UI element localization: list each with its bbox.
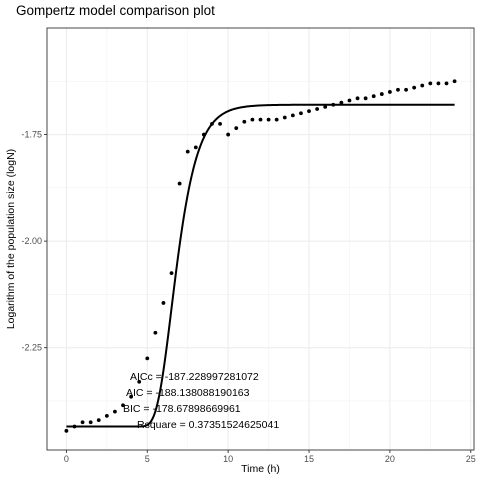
data-point [420,83,425,88]
stat-rsquare: Rsquare = 0.37351524625041 [137,419,279,431]
data-point [226,132,231,137]
data-point [210,122,214,126]
data-point [355,96,360,101]
stat-aic: AIC = -188.138088190163 [126,387,250,399]
data-point [161,301,166,305]
data-point [347,98,352,103]
data-point [315,107,320,111]
data-point [339,100,344,105]
data-point [323,104,328,109]
x-tick-label: 20 [385,454,395,464]
stat-aicc: AICc = -187.228997281072 [130,371,259,383]
data-point [331,102,336,107]
stat-bic: BIC = -178.67898669961 [123,403,241,415]
data-point [80,420,85,425]
data-point [299,111,303,116]
data-point [177,181,182,186]
data-point [104,413,109,418]
fit-statistics: AICc = -187.228997281072 AIC = -188.1380… [123,371,279,431]
data-point [436,81,441,86]
data-point [412,85,417,90]
x-tick-label: 25 [466,454,476,464]
data-point [113,409,117,414]
data-point [153,330,158,335]
grid-minor [47,28,474,450]
data-point [371,94,376,99]
x-axis-label: Time (h) [241,463,280,475]
plot-panel [47,28,474,450]
data-point [129,394,134,399]
data-point [282,115,287,120]
data-point [169,271,174,276]
data-point [274,117,279,122]
data-point [379,92,384,96]
data-point [185,149,190,154]
data-point [444,81,449,86]
data-point [96,418,101,423]
gompertz-fit-line [66,103,455,428]
data-point [201,132,206,137]
y-tick-label: -1.75 [21,130,42,140]
data-point [234,126,239,131]
data-point [88,420,93,425]
data-point [307,109,311,114]
data-point [404,87,408,92]
data-point [250,117,255,122]
data-point [428,81,433,86]
y-tick-label: -2.25 [21,343,42,353]
data-point [266,117,271,122]
data-point [363,96,368,101]
data-point [218,122,222,126]
x-tick-label: 10 [223,454,233,464]
chart-title: Gompertz model comparison plot [16,3,215,18]
x-tick-label: 5 [145,454,150,464]
y-axis-label: Logarithm of the population size (logN) [5,149,17,329]
plot-border [46,27,475,451]
grid-major [47,28,474,450]
data-point [387,90,392,94]
data-point [258,117,263,122]
data-point [72,424,77,429]
data-point [242,119,247,124]
data-point [290,113,295,118]
data-point [121,403,125,408]
x-tick-label: 15 [304,454,314,464]
x-tick-label: 0 [64,454,69,464]
data-point [137,379,142,384]
data-point [396,87,400,92]
data-point [193,145,198,150]
data-point [452,79,457,84]
data-point [145,356,150,361]
y-tick-label: -2.00 [21,236,42,246]
axis-ticks: 0 5 10 15 20 25 -2.25 -2.00 -1.75 [21,130,475,464]
observed-points [64,79,457,433]
data-point [64,428,69,433]
